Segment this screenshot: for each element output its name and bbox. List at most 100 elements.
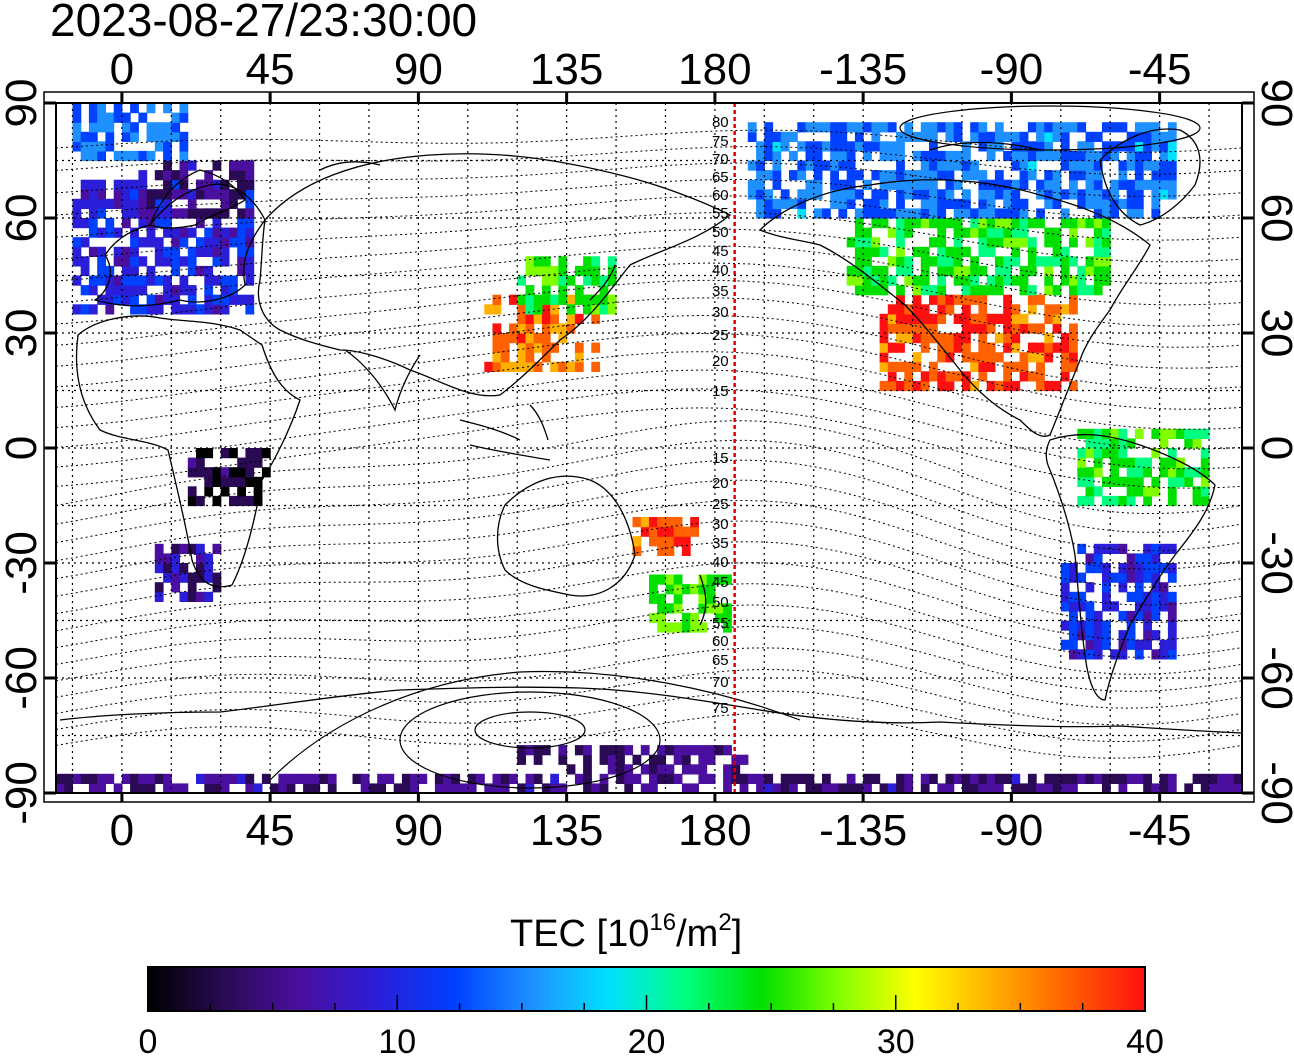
tec-cell — [904, 131, 914, 142]
tec-cell — [789, 773, 798, 784]
tec-cell — [385, 773, 395, 784]
tec-cell — [1036, 208, 1045, 219]
tec-cell — [204, 486, 214, 497]
tec-cell — [1093, 285, 1103, 296]
tec-cell — [1102, 563, 1111, 574]
coastline-new-zealand — [699, 574, 707, 626]
tec-cell — [764, 122, 774, 133]
tec-cell — [484, 361, 494, 372]
tec-cell — [294, 773, 304, 784]
tec-cell — [253, 486, 263, 497]
tec-cell — [912, 189, 922, 200]
tec-cell — [1085, 563, 1095, 574]
tec-cell — [640, 764, 650, 775]
tec-cell — [1085, 285, 1095, 296]
tec-cell — [1052, 246, 1062, 257]
tec-cell — [690, 584, 699, 595]
tec-cell — [994, 380, 1004, 392]
tec-cell — [1176, 428, 1185, 439]
tec-cell — [1093, 610, 1103, 622]
tec-cell — [986, 179, 996, 190]
tec-cell — [492, 323, 502, 334]
map-gridlines — [56, 103, 1242, 793]
tec-cell — [171, 294, 181, 305]
contour-label: 80 — [712, 114, 729, 131]
tec-cell — [1069, 563, 1078, 574]
tec-cell — [1060, 582, 1070, 593]
tec-cell — [492, 352, 502, 363]
tec-cell — [1102, 227, 1111, 238]
tec-cell — [1011, 313, 1021, 324]
tec-cell — [912, 246, 922, 257]
tec-cell — [1200, 428, 1210, 439]
tec-cell — [1011, 189, 1021, 200]
tec-cell — [574, 285, 584, 296]
tec-cell — [1077, 170, 1087, 181]
tec-cell — [1085, 620, 1095, 631]
tec-cell — [937, 783, 947, 793]
tec-cell — [846, 783, 856, 793]
tec-cell — [1069, 170, 1078, 181]
tec-cell — [953, 179, 963, 190]
tec-cell — [1093, 208, 1103, 219]
tec-cell — [88, 304, 98, 315]
south-pole-contour-outer — [269, 670, 801, 781]
tec-cell — [121, 218, 131, 229]
x-tick-label-top: -135 — [819, 45, 907, 94]
tec-cell — [1052, 285, 1062, 296]
tec-cell — [1167, 591, 1177, 602]
tec-cell — [97, 246, 106, 257]
tec-cell — [1167, 448, 1177, 459]
tec-cell — [393, 783, 403, 793]
tec-cell — [1060, 160, 1070, 171]
tec-cell — [764, 131, 774, 142]
tec-cell — [838, 189, 848, 200]
tec-cell — [212, 495, 222, 507]
tec-cell — [1011, 218, 1021, 229]
tec-cell — [171, 572, 181, 583]
tec-cell — [896, 304, 905, 315]
tec-cell — [830, 131, 839, 142]
tec-cell — [187, 265, 197, 277]
tec-cell — [1102, 601, 1111, 612]
tec-cell — [896, 265, 905, 277]
tec-cell — [978, 333, 988, 344]
tec-cell — [1003, 773, 1012, 784]
tec-cell — [1143, 639, 1152, 650]
tec-cell — [1151, 198, 1161, 209]
tec-cell — [1200, 448, 1210, 459]
tec-cell — [56, 773, 65, 784]
tec-cell — [179, 285, 189, 296]
tec-cell — [1019, 198, 1029, 209]
tec-cell — [953, 265, 963, 277]
tec-cell — [871, 131, 881, 142]
tec-cell — [871, 237, 881, 248]
tec-cell — [163, 198, 172, 209]
tec-cell — [171, 112, 181, 123]
tec-cell — [245, 256, 255, 267]
tec-cell — [970, 160, 979, 171]
tec-cell — [756, 160, 765, 171]
tec-cell — [146, 227, 156, 238]
tec-cell — [1069, 773, 1078, 784]
tec-cell — [1019, 227, 1029, 238]
tec-cell — [756, 170, 765, 181]
tec-cell — [1069, 620, 1078, 631]
tec-cell — [171, 227, 181, 238]
tec-cell — [558, 294, 568, 305]
tec-cell — [1151, 486, 1161, 497]
tec-cell — [1003, 189, 1012, 200]
tec-cell — [1003, 208, 1012, 219]
tec-cell — [970, 313, 979, 324]
tec-cell — [1102, 265, 1111, 277]
tec-cell — [1102, 218, 1111, 229]
tec-cell — [986, 783, 996, 793]
tec-cell — [187, 495, 197, 507]
tec-cell — [229, 275, 238, 286]
tec-cell — [245, 773, 255, 784]
contour-label: 75 — [712, 700, 729, 717]
tec-cell — [986, 352, 996, 363]
tec-cell — [204, 285, 214, 296]
tec-cell — [525, 745, 535, 756]
tec-cell — [88, 150, 98, 162]
